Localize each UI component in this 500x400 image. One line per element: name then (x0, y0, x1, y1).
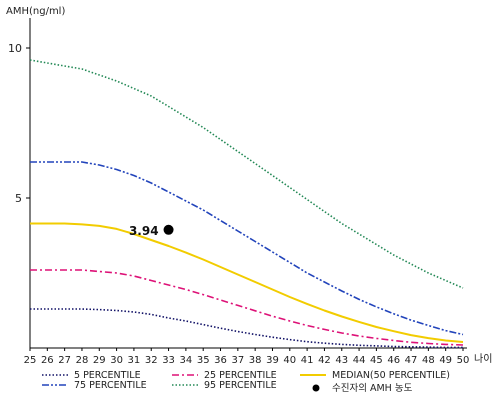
marker-layer: 3.94 (129, 224, 174, 238)
legend-label-3: 75 PERCENTILE (74, 380, 147, 391)
series-lines (29, 59, 464, 349)
legend-marker-label: 수진자의 AMH 농도 (332, 383, 413, 394)
series-line-3 (30, 161, 464, 336)
series-line-2 (30, 222, 464, 343)
x-tick-label: 29 (93, 355, 106, 366)
legend: 5 PERCENTILE 25 PERCENTILE MEDIAN(50 PERCE… (42, 370, 450, 394)
patient-amh-value-label: 3.94 (129, 224, 159, 238)
x-tick-label: 41 (301, 355, 314, 366)
x-tick-label: 33 (162, 355, 175, 366)
series-line-4 (29, 59, 464, 289)
x-tick-label: 36 (214, 355, 227, 366)
legend-marker-swatch (312, 384, 320, 392)
x-axis-label: 나이 (474, 353, 492, 365)
legend-label-4: 95 PERCENTILE (204, 380, 277, 391)
y-ticks: 5 10 (8, 42, 30, 205)
x-tick-label: 37 (231, 355, 244, 366)
x-tick-label: 43 (335, 355, 348, 366)
y-axis-label: AMH(ng/ml) (6, 6, 65, 17)
legend-label-1: 25 PERCENTILE (204, 370, 277, 381)
x-tick-label: 30 (110, 355, 123, 366)
x-tick-label: 40 (283, 355, 296, 366)
series-line-1 (30, 269, 464, 346)
x-tick-label: 46 (387, 355, 400, 366)
x-tick-label: 49 (439, 355, 452, 366)
legend-label-2: MEDIAN(50 PERCENTILE) (332, 370, 450, 381)
x-tick-label: 28 (76, 355, 89, 366)
x-tick-label: 27 (58, 355, 71, 366)
x-tick-label: 39 (266, 355, 279, 366)
patient-amh-point (163, 224, 174, 235)
x-tick-label: 50 (457, 355, 470, 366)
x-tick-label: 47 (405, 355, 418, 366)
x-ticks: 25 26 27 28 29 30 31 32 33 34 35 36 37 38 39 40 41 42 43 44… (24, 348, 470, 366)
x-tick-label: 25 (24, 355, 37, 366)
y-tick-label: 10 (8, 42, 22, 55)
x-tick-label: 35 (197, 355, 210, 366)
x-tick-label: 42 (318, 355, 331, 366)
x-tick-label: 31 (128, 355, 141, 366)
x-tick-label: 44 (353, 355, 366, 366)
y-tick-label: 5 (15, 192, 22, 205)
x-tick-label: 48 (422, 355, 435, 366)
legend-label-0: 5 PERCENTILE (74, 370, 141, 381)
x-tick-label: 26 (41, 355, 54, 366)
x-tick-label: 34 (180, 355, 193, 366)
x-tick-label: 32 (145, 355, 158, 366)
x-tick-label: 38 (249, 355, 262, 366)
x-tick-label: 45 (370, 355, 383, 366)
